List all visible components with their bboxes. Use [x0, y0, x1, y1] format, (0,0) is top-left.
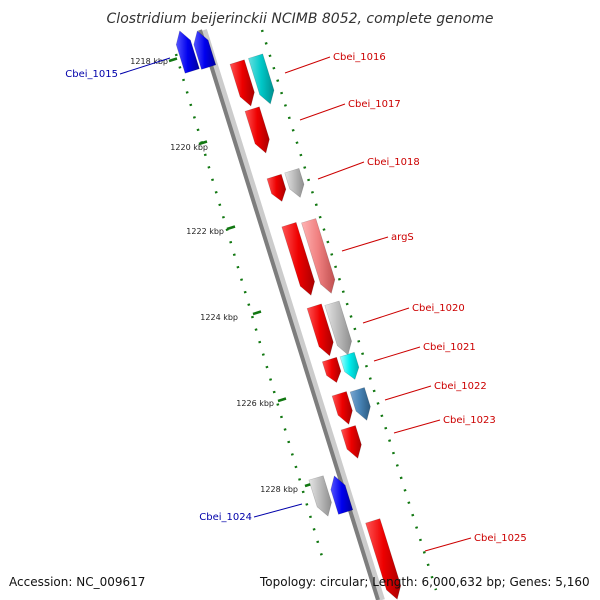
tick-marks: 1218 kbp 1220 kbp 1222 kbp 1224 kbp 1226 kbp…: [130, 57, 314, 494]
gene-label-cbei_1022[interactable]: Cbei_1022: [434, 381, 487, 392]
gene-feature-cbei_1025-0[interactable]: [365, 518, 402, 600]
gene-feature-cbei_1024-1[interactable]: [330, 475, 354, 515]
gene-label-cbei_1016[interactable]: Cbei_1016: [333, 52, 386, 63]
gene-feature-cbei_1021-0[interactable]: [321, 356, 342, 383]
gene-feature-cbei_1022-1[interactable]: [349, 387, 371, 421]
leader-line-cbei_1017: [299, 103, 346, 121]
tick-label: 1218 kbp: [130, 57, 168, 66]
tick-label: 1226 kbp: [236, 399, 274, 408]
inner-dotted-ring: [174, 53, 325, 561]
gene-feature-cbei_1015-0[interactable]: [175, 30, 200, 74]
accession-text: Accession: NC_009617: [9, 575, 146, 589]
leader-line-cbei_1018: [317, 161, 365, 180]
leader-line-cbei_1016: [284, 56, 331, 74]
genome-backbone-shadow: [201, 29, 385, 600]
topology-text: Topology: circular; Length: 6,000,632 bp…: [260, 575, 590, 589]
tick-mark: [226, 225, 236, 231]
gene-feature-args-1[interactable]: [301, 218, 336, 294]
gene-label-cbei_1017[interactable]: Cbei_1017: [348, 99, 401, 110]
tick-label: 1222 kbp: [186, 227, 224, 236]
tick-mark: [168, 57, 178, 63]
gene-features: [175, 30, 402, 600]
gene-label-cbei_1025[interactable]: Cbei_1025: [474, 533, 527, 544]
gene-feature-args-0[interactable]: [281, 222, 315, 296]
leader-line-cbei_1025: [424, 537, 472, 552]
gene-feature-cbei_1017-0[interactable]: [244, 106, 270, 154]
gene-label-cbei_1018[interactable]: Cbei_1018: [367, 157, 420, 168]
gene-feature-cbei_1015-1[interactable]: [193, 30, 217, 70]
gene-feature-cbei_1021-1[interactable]: [339, 351, 360, 380]
leader-line-cbei_1021: [373, 346, 421, 362]
tick-label: 1228 kbp: [260, 485, 298, 494]
gene-feature-cbei_1023-0[interactable]: [340, 425, 362, 459]
leader-line-cbei_1015: [119, 57, 171, 75]
tick-mark: [252, 310, 262, 316]
gene-feature-cbei_1022-0[interactable]: [331, 391, 353, 425]
gene-feature-cbei_1020-0[interactable]: [306, 303, 334, 357]
gene-label-cbei_1023[interactable]: Cbei_1023: [443, 415, 496, 426]
gene-feature-cbei_1016-1[interactable]: [248, 53, 275, 105]
gene-label-args[interactable]: argS: [391, 232, 414, 243]
map-title: Clostridium beijerinckii NCIMB 8052, com…: [107, 11, 494, 27]
tick-label: 1220 kbp: [170, 143, 208, 152]
gene-labels: Cbei_1015 Cbei_1016 Cbei_1017 Cbei_1018 argS…: [65, 52, 527, 552]
gene-feature-cbei_1018-0[interactable]: [266, 173, 287, 202]
leader-line-cbei_1023: [393, 419, 441, 434]
gene-label-cbei_1021[interactable]: Cbei_1021: [423, 342, 476, 353]
gene-feature-cbei_1018-1[interactable]: [284, 168, 305, 198]
leader-line-cbei_1024: [253, 503, 303, 518]
tick-mark: [277, 397, 287, 403]
tick-label: 1224 kbp: [200, 313, 238, 322]
gene-feature-cbei_1016-0[interactable]: [229, 59, 255, 107]
gene-feature-cbei_1024-0[interactable]: [308, 475, 332, 517]
gene-feature-cbei_1020-1[interactable]: [324, 300, 352, 356]
gene-label-cbei_1024[interactable]: Cbei_1024: [199, 512, 252, 523]
tick-mark: [198, 140, 208, 146]
leader-line-args: [341, 236, 389, 252]
gene-label-cbei_1015[interactable]: Cbei_1015: [65, 69, 118, 80]
leader-line-cbei_1022: [384, 385, 432, 401]
gene-label-cbei_1020[interactable]: Cbei_1020: [412, 303, 465, 314]
leader-line-cbei_1020: [362, 307, 410, 324]
